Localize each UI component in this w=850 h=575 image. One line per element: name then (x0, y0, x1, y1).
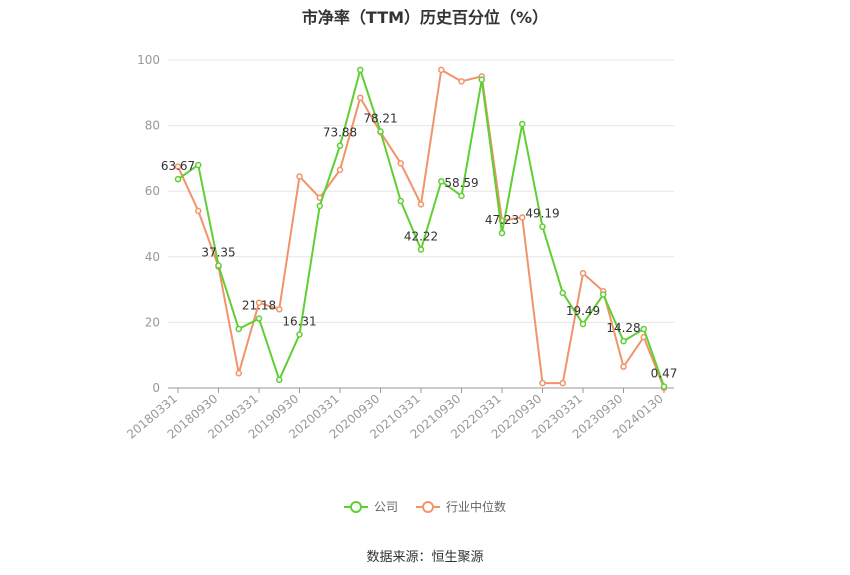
data-point-industry[interactable] (519, 214, 526, 221)
data-point-industry[interactable] (276, 306, 283, 313)
data-label: 73.88 (323, 126, 357, 140)
data-point-industry[interactable] (620, 363, 627, 370)
data-point-industry[interactable] (438, 66, 445, 74)
legend-company-label: 公司 (373, 500, 398, 514)
data-point-industry[interactable] (174, 163, 182, 170)
data-point-company[interactable] (559, 289, 566, 297)
data-point-industry[interactable] (296, 173, 303, 180)
legend: 公司 行业中位数 (0, 498, 850, 515)
y-tick-label: 100 (137, 53, 160, 67)
data-point-company[interactable] (397, 197, 404, 205)
data-point-industry[interactable] (336, 166, 344, 174)
data-point-company[interactable] (316, 202, 323, 210)
chart-title: 市净率（TTM）历史百分位（%） (301, 8, 549, 27)
data-point-company[interactable] (215, 262, 222, 269)
data-point-industry[interactable] (397, 160, 404, 167)
data-point-company[interactable] (620, 337, 627, 345)
legend-item-industry[interactable]: 行业中位数 (416, 498, 506, 515)
data-point-industry[interactable] (539, 379, 546, 387)
data-label: 47.23 (485, 213, 519, 227)
data-point-company[interactable] (478, 76, 485, 83)
data-point-company[interactable] (539, 223, 546, 230)
data-point-industry[interactable] (458, 78, 465, 85)
data-label-layer: 63.67 37.35 21.18 16.31 73.88 78.21 42.22 58.59… (161, 111, 678, 380)
data-point-company[interactable] (377, 128, 384, 135)
data-label: 21.18 (242, 299, 276, 313)
data-point-industry[interactable] (357, 94, 364, 101)
data-point-industry[interactable] (579, 269, 587, 277)
data-point-company[interactable] (600, 291, 607, 298)
data-label: 58.59 (444, 176, 478, 190)
data-point-company[interactable] (174, 175, 182, 183)
legend-company-line-icon (343, 500, 368, 514)
data-point-industry[interactable] (255, 299, 263, 306)
data-point-industry[interactable] (417, 201, 425, 208)
data-label: 14.28 (606, 321, 640, 335)
series-layer (174, 66, 668, 392)
grid-layer (168, 59, 674, 323)
legend-industry-line-icon (416, 500, 440, 514)
data-point-company[interactable] (458, 192, 465, 200)
data-point-company[interactable] (276, 376, 283, 384)
data-point-company[interactable] (660, 383, 668, 390)
data-point-company[interactable] (579, 320, 587, 328)
data-point-company[interactable] (498, 229, 506, 237)
data-point-company[interactable] (357, 66, 364, 74)
data-point-company[interactable] (438, 178, 445, 185)
data-point-company[interactable] (296, 331, 303, 338)
data-point-company[interactable] (417, 246, 425, 253)
data-label: 37.35 (201, 245, 235, 259)
y-tick-label: 0 (152, 381, 160, 395)
y-tick-label: 20 (145, 315, 160, 329)
data-point-industry[interactable] (559, 379, 566, 387)
data-point-company[interactable] (336, 142, 344, 149)
data-label: 78.21 (363, 111, 397, 125)
data-label: 63.67 (161, 159, 195, 173)
data-label: 49.19 (525, 207, 559, 221)
y-tick-label: 40 (145, 250, 160, 264)
data-source: 数据来源：恒生聚源 (366, 550, 484, 565)
data-point-company[interactable] (640, 325, 647, 333)
data-label: 0.47 (651, 366, 678, 380)
data-point-industry[interactable] (195, 207, 202, 215)
legend-industry-label: 行业中位数 (446, 500, 507, 514)
data-point-company[interactable] (235, 325, 242, 333)
data-point-company[interactable] (519, 120, 526, 128)
data-label: 16.31 (282, 315, 316, 329)
data-label: 42.22 (404, 230, 438, 244)
series-line-company (177, 68, 665, 387)
data-point-company[interactable] (195, 161, 202, 169)
data-point-company[interactable] (255, 315, 263, 322)
data-point-industry[interactable] (235, 369, 242, 377)
legend-item-company[interactable]: 公司 (343, 498, 398, 515)
y-tick-label: 60 (145, 184, 160, 198)
y-tick-label: 80 (145, 119, 160, 133)
data-label: 19.49 (566, 304, 600, 318)
